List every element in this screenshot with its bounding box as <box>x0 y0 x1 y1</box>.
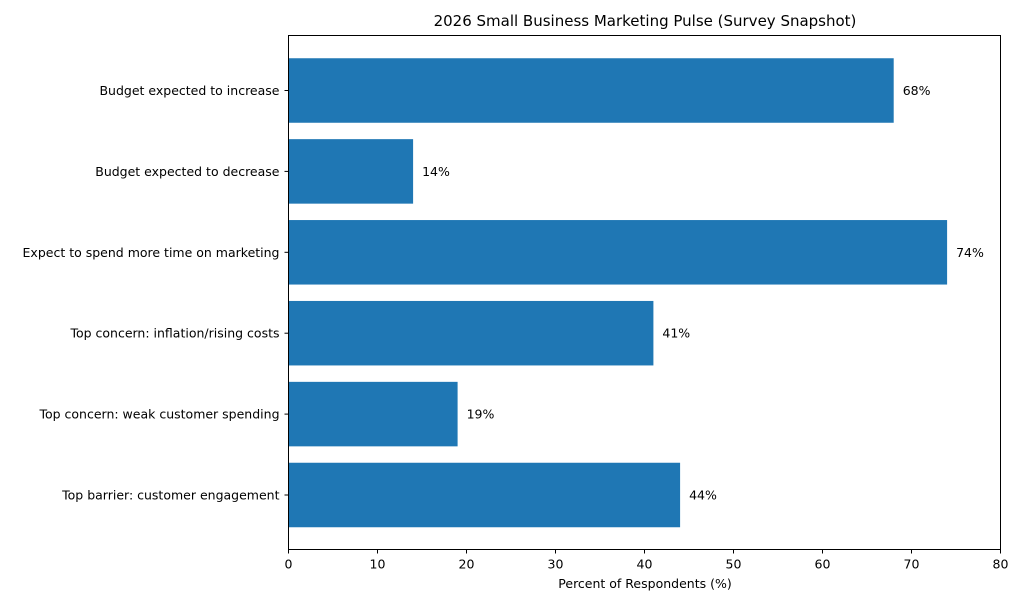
category-label-0: Budget expected to increase <box>99 83 279 98</box>
x-tick-label-8: 80 <box>993 557 1009 572</box>
x-axis-ticks: 0 10 20 30 40 50 60 70 80 <box>285 549 1009 572</box>
bar-1 <box>288 139 414 204</box>
data-label-2: 74% <box>956 245 984 260</box>
x-tick-label-2: 20 <box>459 557 475 572</box>
bars-layer <box>288 58 948 528</box>
bar-2 <box>288 220 948 285</box>
chart-title: 2026 Small Business Marketing Pulse (Sur… <box>434 12 857 30</box>
category-labels-layer: Budget expected to increase Budget expect… <box>23 83 289 503</box>
category-label-3: Top concern: inflation/rising costs <box>69 326 279 341</box>
data-label-3: 41% <box>662 326 690 341</box>
data-labels-layer: 68% 14% 74% 41% 19% 44% <box>422 83 984 503</box>
bar-5 <box>288 462 681 528</box>
x-tick-label-4: 40 <box>637 557 653 572</box>
category-label-4: Top concern: weak customer spending <box>38 407 279 422</box>
data-label-5: 44% <box>689 488 717 503</box>
x-tick-label-0: 0 <box>285 557 293 572</box>
category-label-5: Top barrier: customer engagement <box>61 488 279 503</box>
data-label-0: 68% <box>903 83 931 98</box>
category-label-1: Budget expected to decrease <box>95 164 280 179</box>
data-label-1: 14% <box>422 164 450 179</box>
bar-4 <box>288 381 458 447</box>
x-axis-label: Percent of Respondents (%) <box>558 576 731 591</box>
x-tick-label-3: 30 <box>548 557 564 572</box>
x-tick-label-5: 50 <box>726 557 742 572</box>
bar-0 <box>288 58 894 123</box>
data-label-4: 19% <box>467 407 495 422</box>
x-tick-label-1: 10 <box>370 557 386 572</box>
category-label-2: Expect to spend more time on marketing <box>23 245 280 260</box>
plot-frame <box>288 35 1001 550</box>
x-tick-label-6: 60 <box>815 557 831 572</box>
bar-3 <box>288 300 654 366</box>
x-tick-label-7: 70 <box>904 557 920 572</box>
